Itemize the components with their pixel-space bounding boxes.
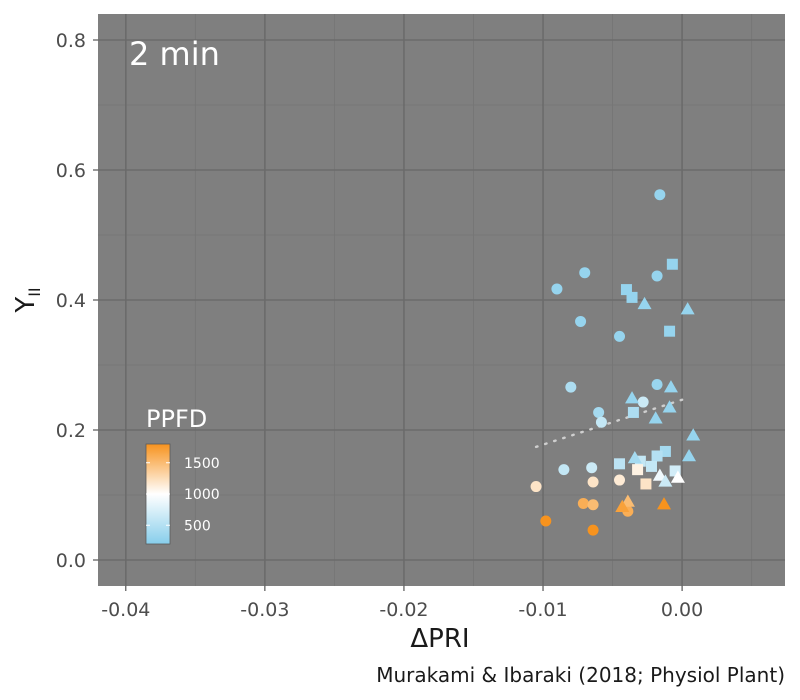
- color-legend: PPFD 500 1000 1500: [145, 405, 220, 545]
- x-tick-label: -0.04: [101, 599, 150, 621]
- x-tick-label: -0.02: [379, 599, 428, 621]
- data-point-triangle: [652, 468, 667, 481]
- y-axis-title: YII: [11, 287, 44, 313]
- y-tick-label: 0.4: [56, 290, 86, 312]
- data-point-circle: [579, 267, 591, 279]
- data-point-square: [651, 450, 663, 462]
- grid-lines: [98, 14, 785, 586]
- data-point-circle: [586, 462, 598, 474]
- data-point-circle: [651, 270, 663, 282]
- data-point-triangle: [627, 450, 642, 464]
- data-point-circle: [565, 381, 577, 393]
- data-point-triangle: [686, 428, 701, 441]
- data-points: [530, 189, 701, 536]
- data-point-square: [632, 464, 644, 476]
- data-point-square: [626, 291, 638, 303]
- data-point-square: [645, 460, 657, 472]
- data-point-circle: [540, 515, 552, 527]
- data-point-circle: [637, 396, 649, 408]
- data-point-circle: [614, 474, 626, 486]
- data-point-square: [627, 406, 639, 418]
- data-point-triangle: [637, 296, 652, 310]
- x-tick-label: 0.00: [661, 599, 703, 621]
- data-point-circle: [577, 497, 589, 509]
- data-point-triangle: [682, 449, 697, 462]
- panel-label: 2 min: [129, 35, 220, 73]
- data-point-square: [640, 478, 652, 490]
- data-point-triangle: [680, 302, 695, 315]
- data-point-triangle: [670, 470, 685, 483]
- x-tick-label: -0.03: [240, 599, 289, 621]
- x-tick-labels: -0.04 -0.03 -0.02 -0.01 0.00: [101, 586, 703, 621]
- data-point-triangle: [658, 474, 673, 487]
- y-tick-label: 0.0: [56, 550, 86, 572]
- data-point-square: [614, 458, 626, 470]
- data-point-triangle: [657, 497, 672, 510]
- legend-ticks: 500 1000 1500: [146, 456, 220, 534]
- data-point-circle: [575, 315, 587, 327]
- trend-line-path: [534, 396, 691, 449]
- x-tick-label: -0.01: [518, 599, 567, 621]
- data-point-triangle: [615, 499, 630, 512]
- data-point-circle: [587, 524, 599, 536]
- data-point-triangle: [663, 380, 678, 393]
- data-point-circle: [587, 499, 599, 511]
- data-point-square: [659, 445, 671, 457]
- data-point-square: [669, 465, 681, 477]
- y-tick-label: 0.2: [56, 420, 86, 442]
- data-point-circle: [551, 283, 563, 295]
- data-point-circle: [595, 416, 607, 428]
- trend-line: [534, 396, 691, 449]
- data-point-circle: [530, 481, 542, 493]
- legend-tick-label: 1500: [184, 456, 220, 472]
- y-tick-labels: 0.0 0.2 0.4 0.6 0.8: [56, 30, 98, 572]
- y-axis-title-subscript: II: [25, 287, 44, 296]
- x-axis-title: ΔPRI: [410, 624, 469, 654]
- data-point-circle: [654, 189, 666, 201]
- data-point-triangle: [625, 391, 640, 404]
- data-point-square: [664, 325, 676, 337]
- data-point-circle: [593, 406, 605, 418]
- y-axis-title-main: Y: [11, 297, 41, 314]
- data-point-circle: [587, 476, 599, 488]
- y-tick-label: 0.6: [56, 160, 86, 182]
- y-tick-label: 0.8: [56, 30, 86, 52]
- data-point-circle: [651, 379, 663, 390]
- data-point-square: [666, 258, 678, 270]
- legend-tick-label: 500: [184, 518, 211, 534]
- data-point-circle: [558, 464, 570, 476]
- data-point-triangle: [662, 400, 677, 413]
- legend-tick-label: 1000: [184, 487, 220, 503]
- data-point-circle: [614, 330, 626, 342]
- legend-title: PPFD: [146, 405, 207, 433]
- source-caption: Murakami & Ibaraki (2018; Physiol Plant): [376, 663, 785, 687]
- data-point-triangle: [648, 411, 663, 424]
- data-point-square: [620, 284, 632, 296]
